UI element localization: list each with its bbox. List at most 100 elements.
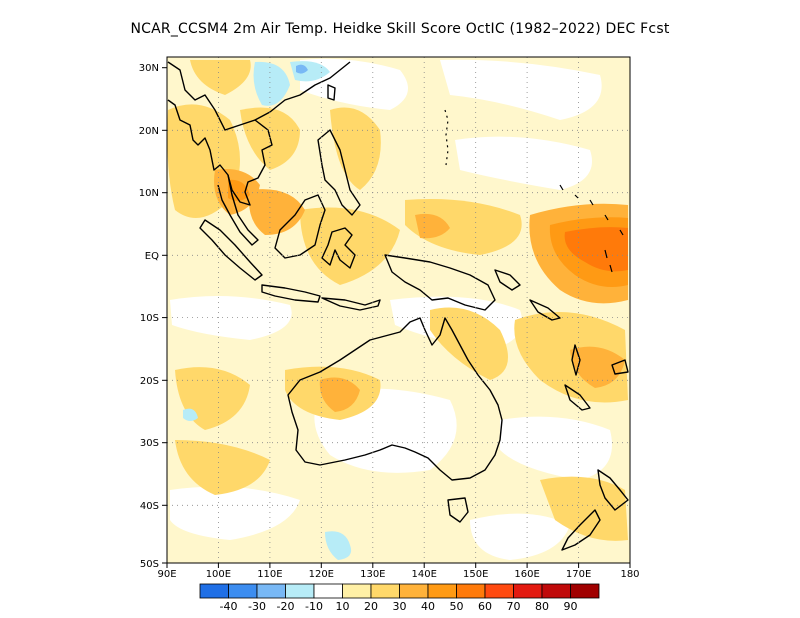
colorbar-swatch — [342, 583, 372, 599]
lat-tick-label: 30S — [140, 438, 159, 449]
colorbar-swatch — [228, 583, 258, 599]
yellow-patch — [405, 199, 522, 255]
coastline-nz-north — [597, 469, 629, 511]
white-patch — [500, 416, 612, 480]
colorbar-swatch — [256, 583, 286, 599]
yellow-patch — [300, 207, 400, 285]
lat-tick-labels: 30N 20N 10N EQ 10S 20S 30S 40S 50S — [139, 63, 159, 570]
colorbar-label: -40 — [220, 600, 238, 613]
orange-patch — [319, 377, 360, 412]
yellow-patch — [190, 60, 251, 95]
coastline-sumatra — [199, 219, 263, 281]
lon-tick-label: 120E — [309, 569, 334, 580]
map-frame — [166, 56, 631, 564]
yellow-patch — [330, 107, 381, 190]
map-gridlines — [167, 57, 630, 563]
colorbar-label: 90 — [564, 600, 578, 613]
coastline-fiji — [611, 359, 629, 375]
orange-patch — [249, 189, 305, 235]
cyan-patch — [183, 408, 198, 421]
coastline-marianas — [444, 109, 449, 166]
lat-tick-label: 40S — [140, 501, 159, 512]
cyan-patch — [253, 61, 290, 106]
dark-orange-patch — [228, 179, 250, 201]
colorbar-label: 20 — [364, 600, 378, 613]
colorbar-swatch — [199, 583, 229, 599]
lon-tick-labels: 90E 100E 110E 120E 130E 140E 150E 160E 1… — [157, 569, 639, 580]
white-patch — [440, 59, 602, 120]
coastline-java — [261, 284, 321, 303]
colorbar-swatch — [456, 583, 486, 599]
coastline-taiwan — [327, 84, 336, 101]
lon-tick-label: 110E — [257, 569, 282, 580]
colorbar-swatch — [484, 583, 514, 599]
white-patch — [455, 136, 592, 190]
colorbar-swatch — [370, 583, 400, 599]
orange-patch — [570, 346, 625, 388]
coastline-nz-south — [561, 509, 601, 551]
lon-tick-label: 100E — [206, 569, 231, 580]
lon-tick-label: 180 — [620, 569, 639, 580]
colorbar-swatch — [399, 583, 429, 599]
colorbar-label: 50 — [450, 600, 464, 613]
axis-tick-marks — [162, 67, 631, 568]
lon-tick-label: 130E — [360, 569, 385, 580]
lon-tick-label: 170E — [566, 569, 591, 580]
colorbar-swatch — [541, 583, 571, 599]
lon-tick-label: 160E — [514, 569, 539, 580]
lat-tick-label: 10N — [139, 188, 159, 199]
coastline-sulawesi — [321, 227, 356, 269]
coastline-malay-peninsula — [217, 174, 259, 246]
colorbar-label: 30 — [393, 600, 407, 613]
colorbar-swatch — [427, 583, 457, 599]
cyan-patch — [325, 531, 352, 560]
red-orange-patch — [564, 227, 628, 272]
colorbar-label: 10 — [336, 600, 350, 613]
lat-tick-label: 30N — [139, 63, 159, 74]
blue-patch — [296, 64, 308, 74]
colorbar-swatch — [513, 583, 543, 599]
coastline-new-caledonia — [564, 384, 591, 411]
coastline-borneo — [274, 194, 326, 259]
coastlines — [167, 61, 629, 551]
coastline-vanuatu — [571, 344, 581, 376]
map-title: NCAR_CCSM4 2m Air Temp. Heidke Skill Sco… — [130, 21, 670, 37]
lat-tick-label: 50S — [140, 559, 159, 570]
colorbar-label: -10 — [305, 600, 323, 613]
orange-patch — [415, 213, 450, 239]
colorbar-label: -20 — [277, 600, 295, 613]
white-patch — [170, 486, 300, 540]
colorbar-label: 70 — [507, 600, 521, 613]
white-patch — [170, 296, 292, 340]
coastline-new-guinea — [384, 254, 496, 311]
coastline-tasmania — [447, 497, 469, 523]
shaded-field — [167, 57, 630, 563]
lat-tick-label: EQ — [145, 251, 159, 262]
coastline-china — [254, 61, 351, 121]
coastline-lesser-sunda — [321, 297, 381, 311]
coastline-solomons — [529, 299, 561, 321]
lon-tick-label: 140E — [411, 569, 436, 580]
lat-tick-label: 20S — [140, 376, 159, 387]
white-patch — [470, 513, 570, 560]
coastline-australia — [287, 317, 503, 481]
coastline-micronesia — [559, 184, 624, 236]
yellow-patch — [175, 440, 270, 495]
lat-tick-label: 20N — [139, 126, 159, 137]
colorbar-label: 60 — [478, 600, 492, 613]
colorbar: -40 -30 -20 -10 10 20 30 40 50 60 70 80 90 — [199, 583, 600, 613]
yellow-patch — [540, 476, 628, 541]
colorbar-label: 40 — [421, 600, 435, 613]
lon-tick-label: 150E — [463, 569, 488, 580]
colorbar-swatch — [285, 583, 315, 599]
coastline-asia-mainland — [167, 61, 273, 206]
colorbar-label: -30 — [248, 600, 266, 613]
colorbar-swatch — [313, 583, 343, 599]
colorbar-label: 80 — [535, 600, 549, 613]
lon-tick-label: 90E — [157, 569, 176, 580]
coastline-bismarck — [494, 269, 521, 291]
coastline-philippines — [317, 129, 361, 216]
colorbar-swatch — [570, 583, 600, 599]
lat-tick-label: 10S — [140, 313, 159, 324]
